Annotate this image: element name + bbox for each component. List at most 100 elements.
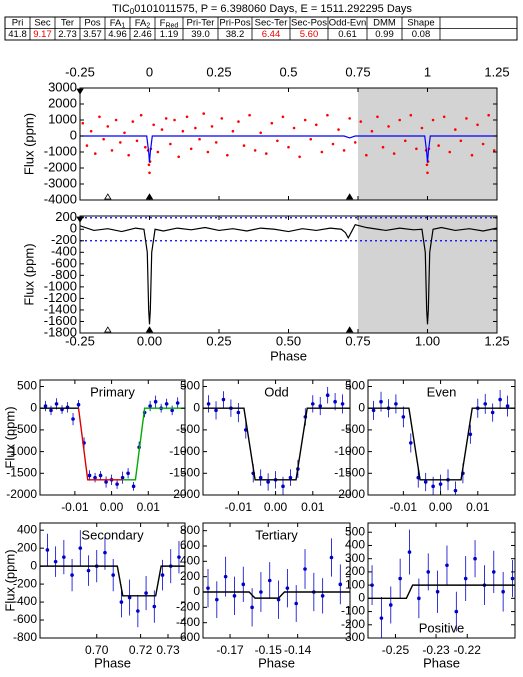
data-point [93,475,97,480]
data-point [214,408,218,413]
y-tick-label: -400 [13,594,37,608]
data-point [342,149,346,152]
y-tick-label: 400 [17,522,37,536]
data-point [98,473,103,478]
data-point [221,397,226,402]
data-point [394,402,398,406]
table-value: 2.46 [133,29,152,40]
table-header: FRed [160,17,179,29]
data-point [103,550,107,555]
data-point [43,404,48,408]
data-point [288,475,293,480]
data-point [170,408,174,413]
x-axis-label: Phase [258,655,295,670]
x-tick-label: -0.01 [225,500,253,514]
axes-frame [39,522,186,639]
shaded-region [358,216,497,333]
header-subscript: 2 [146,22,150,29]
y-tick-label: 500 [345,524,365,538]
data-point [329,555,334,560]
data-point [437,144,440,147]
data-point [127,595,132,600]
data-point [340,402,345,406]
data-point [415,147,418,151]
data-point [326,113,329,117]
table-value: 6.44 [262,29,281,40]
data-point [236,410,241,415]
y-tick-label: -2000 [44,159,77,174]
plot-area [80,88,497,200]
y-tick-label: -1200 [44,290,77,305]
data-point [237,120,240,123]
data-point [127,153,130,157]
table-value: 4.96 [108,29,127,40]
data-point [267,578,272,583]
y-tick-label: 500 [17,379,37,393]
data-point [120,475,125,480]
y-tick-label: -1500 [6,465,37,479]
data-point [318,404,323,408]
table-value: 39.0 [191,29,210,40]
data-point [333,399,337,404]
data-point [106,125,110,128]
data-point [403,139,407,143]
x-tick-label: -0.14 [284,643,312,657]
y-tick-label: -500 [13,422,37,436]
y-tick-label: -3000 [44,175,77,190]
x-tick-label: 0.50 [276,333,301,348]
data-point [325,393,330,397]
data-point [470,153,474,157]
panel-title: Even [427,384,457,399]
x-tick-label: -0.25 [65,333,95,348]
data-point [111,573,115,577]
table-header: Pri [12,17,24,28]
y-tick-label: 3000 [48,79,77,94]
table-header: DMM [373,17,396,28]
y-tick-label: -1400 [44,301,77,316]
data-point [445,563,449,568]
data-point [114,118,118,122]
data-point [498,397,502,402]
data-point [144,591,148,595]
y-axis-label: Flux (ppm) [2,406,17,468]
data-point [206,150,210,154]
table-value: 9.17 [33,29,52,40]
y-tick-label: 400 [180,554,200,568]
y-tick-label: 2000 [48,95,77,110]
data-point [407,550,412,554]
y-tick-label: -200 [176,600,200,614]
title-subscript: 0 [130,7,135,16]
model-line [80,223,497,325]
y-tick-label: -800 [51,267,77,282]
y-tick-label: -300 [341,630,365,644]
data-point [270,121,274,125]
data-point [185,115,189,119]
y-tick-label: -1000 [44,278,77,293]
model-line [203,591,350,599]
x-tick-label: -0.01 [390,500,418,514]
shaded-region [358,88,497,200]
y-tick-label: 600 [180,538,200,552]
data-point [409,113,413,117]
y-tick-label: -600 [51,255,77,270]
data-point [331,142,335,146]
data-point [266,480,270,484]
data-point [139,113,143,117]
data-point [320,150,324,154]
x-tick-label: -0.22 [454,643,482,657]
y-tick-label: -2000 [6,487,37,501]
axes-frame [367,379,516,496]
data-point [226,153,229,157]
x-tick-label: -0.01 [61,500,89,514]
x-tick-label: 0.00 [264,500,288,514]
x-tick-label: -0.17 [216,643,244,657]
panel-title: Positive [419,620,465,635]
data-point [89,129,93,133]
data-point [435,589,440,594]
y-tick-label: -500 [341,422,365,436]
table-value: 1.19 [160,29,179,40]
header-text: FA [110,17,122,28]
y-tick-label: 0 [30,400,37,414]
data-point [126,471,130,476]
